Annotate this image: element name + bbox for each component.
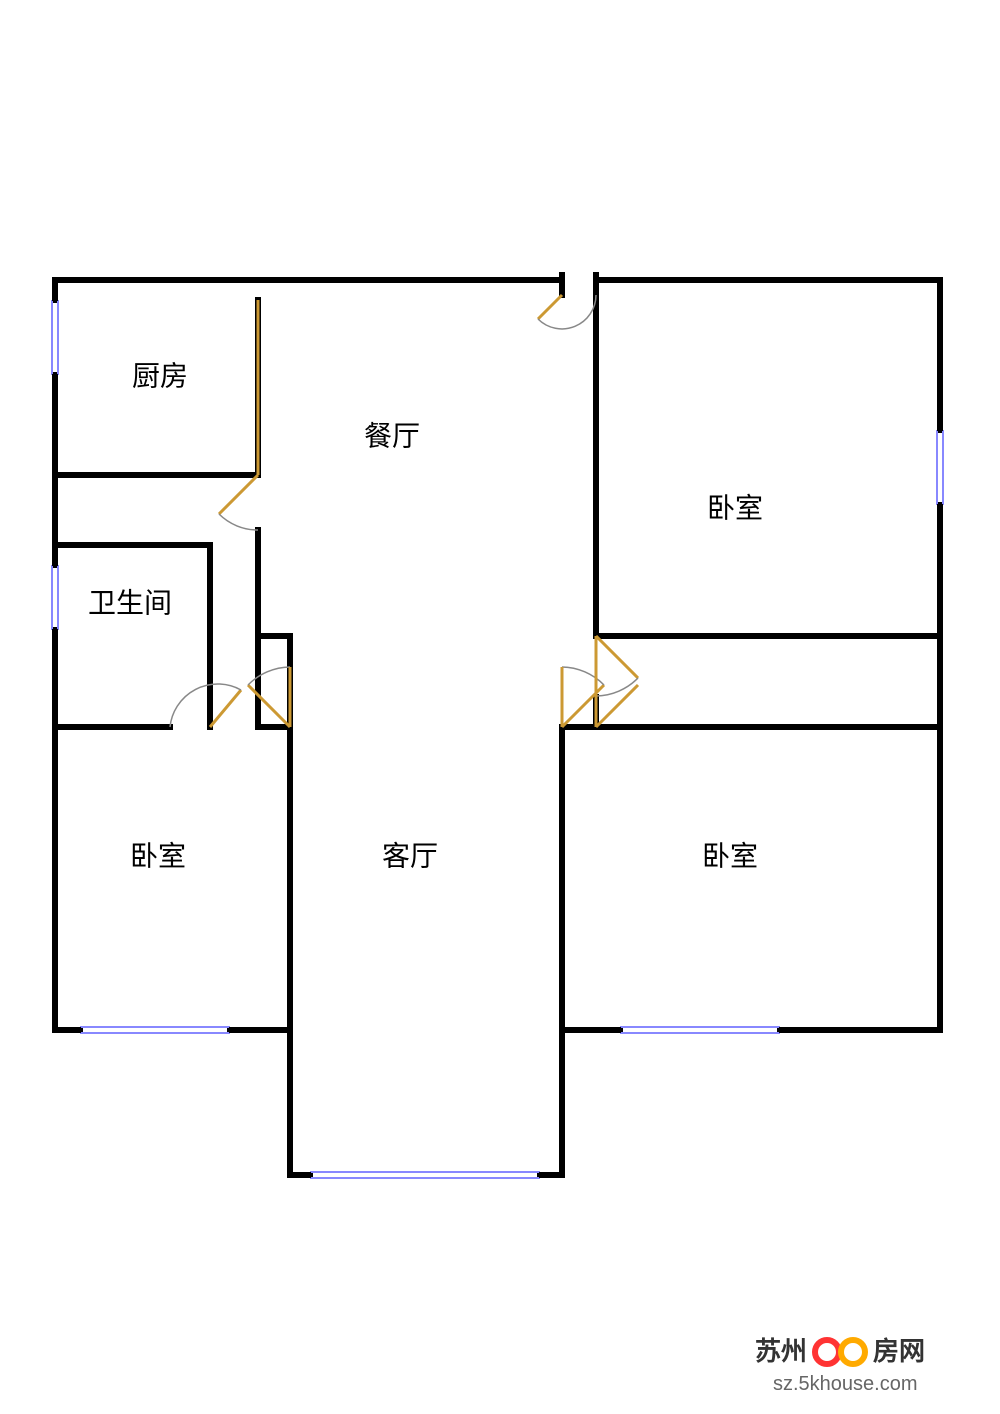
door-swing-arc: [170, 684, 241, 727]
door-leaf: [210, 690, 241, 727]
door-leaf: [248, 685, 290, 727]
logo-circle-icon: [815, 1340, 839, 1364]
floor-plan-diagram: 厨房餐厅卧室卫生间卧室客厅卧室 苏州房网sz.5khouse.com: [0, 0, 1000, 1414]
door-swing-arc: [219, 514, 258, 530]
room-label: 卧室: [702, 840, 758, 871]
watermark-brand: 苏州: [755, 1336, 807, 1366]
room-label: 卧室: [707, 492, 763, 523]
door-leaf: [538, 295, 562, 319]
watermark-suffix: 房网: [873, 1336, 925, 1366]
room-label: 卫生间: [88, 587, 172, 618]
door-swing-arc: [248, 667, 290, 685]
door-leaf: [596, 636, 638, 678]
room-label: 餐厅: [364, 420, 420, 451]
watermark-url: sz.5khouse.com: [773, 1373, 918, 1395]
room-label: 卧室: [130, 840, 186, 871]
logo-circle-icon: [841, 1340, 865, 1364]
door-swing-arc: [562, 667, 604, 685]
watermark: 苏州 房网 sz.5khouse.com: [755, 1336, 925, 1395]
room-label: 客厅: [382, 840, 438, 871]
door-leaf: [219, 475, 258, 514]
room-label: 厨房: [132, 360, 188, 391]
